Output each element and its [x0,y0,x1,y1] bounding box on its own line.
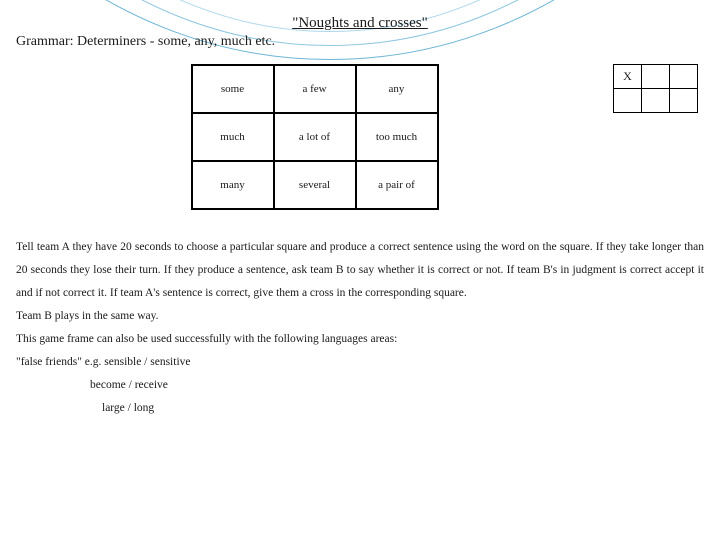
grid-cell: any [356,65,438,113]
mini-cell: X [614,65,642,89]
instructions-paragraph: large / long [16,397,704,420]
table-row: X [614,65,698,89]
mini-cell [670,89,698,113]
mini-cell [642,65,670,89]
table-row [614,89,698,113]
instructions-paragraph: become / receive [16,374,704,397]
grid-cell: many [192,161,274,209]
mini-cell [614,89,642,113]
table-row: many several a pair of [192,161,438,209]
mini-cell [642,89,670,113]
mini-cell [670,65,698,89]
instructions-paragraph: "false friends" e.g. sensible / sensitiv… [16,351,704,374]
main-table-wrap: some a few any much a lot of too much ma… [16,58,613,210]
instructions-paragraph: Team B plays in the same way. [16,305,704,328]
page-subtitle: Grammar: Determiners - some, any, much e… [16,34,704,50]
title-line: "Noughts and crosses" [16,14,704,32]
grid-cell: much [192,113,274,161]
page-content: "Noughts and crosses" Grammar: Determine… [16,14,704,420]
instructions-paragraph: Tell team A they have 20 seconds to choo… [16,236,704,305]
grid-cell: several [274,161,356,209]
table-row: much a lot of too much [192,113,438,161]
grid-cell: a lot of [274,113,356,161]
instructions-block: Tell team A they have 20 seconds to choo… [16,236,704,420]
tables-row: some a few any much a lot of too much ma… [16,58,704,210]
instructions-paragraph: This game frame can also be used success… [16,328,704,351]
grid-cell: too much [356,113,438,161]
grid-cell: some [192,65,274,113]
table-row: some a few any [192,65,438,113]
main-grid-table: some a few any much a lot of too much ma… [191,64,439,210]
grid-cell: a pair of [356,161,438,209]
page-title: "Noughts and crosses" [292,15,428,31]
mini-grid-table: X [613,64,698,113]
grid-cell: a few [274,65,356,113]
